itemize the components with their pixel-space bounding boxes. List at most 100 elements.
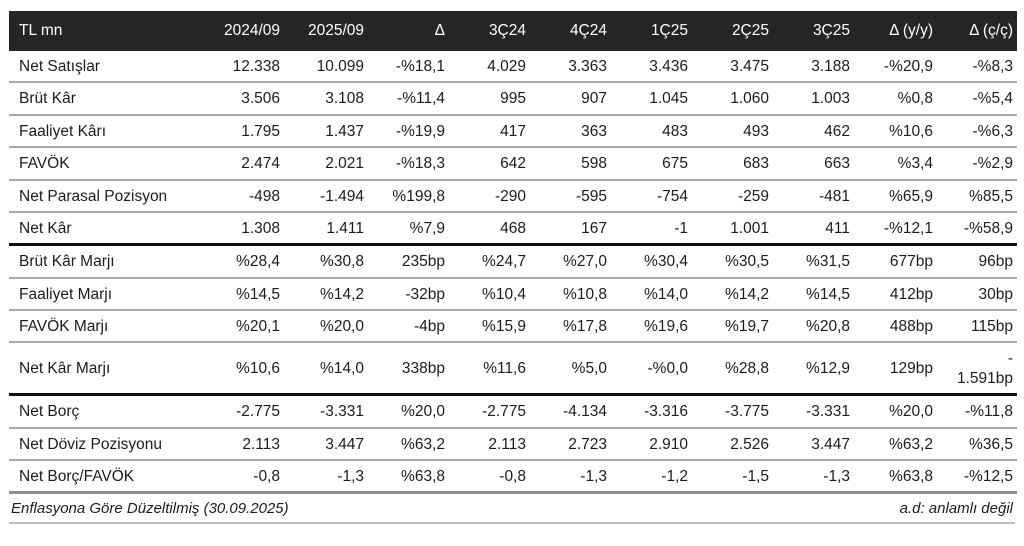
cell: %10,6 — [197, 342, 283, 397]
cell: %14,0 — [610, 277, 691, 312]
cell: %27,0 — [529, 244, 610, 279]
row-label: Brüt Kâr — [9, 82, 197, 116]
cell: -3.331 — [283, 394, 367, 429]
cell: -0,8 — [448, 459, 529, 495]
cell: 2.910 — [610, 427, 691, 461]
table-row: FAVÖK Marjı %20,1 %20,0 -4bp %15,9 %17,8 %19,6… — [9, 310, 1017, 344]
footnote-inflation-adjusted: Enflasyona Göre Düzeltilmiş (30.09.2025) — [11, 500, 289, 518]
cell: %24,7 — [448, 244, 529, 279]
row-label: FAVÖK — [9, 147, 197, 181]
cell: 338bp — [367, 342, 448, 397]
column-header: 2025/09 — [283, 11, 367, 51]
column-header: 4Ç24 — [529, 11, 610, 51]
cell: 2.723 — [529, 427, 610, 461]
cell: 3.475 — [691, 51, 772, 84]
cell: -1,3 — [772, 459, 853, 495]
cell: -3.316 — [610, 394, 691, 429]
cell: %28,4 — [197, 244, 283, 279]
cell: 598 — [529, 147, 610, 181]
cell: -1 — [610, 211, 691, 247]
row-label: Net Kâr — [9, 211, 197, 247]
cell: %14,2 — [691, 277, 772, 312]
cell: 1.001 — [691, 211, 772, 247]
cell: %15,9 — [448, 310, 529, 344]
column-header: 1Ç25 — [610, 11, 691, 51]
table-row: Net Borç -2.775 -3.331 %20,0 -2.775 -4.134 -3.… — [9, 394, 1017, 429]
cell: 1.060 — [691, 82, 772, 116]
cell: -3.775 — [691, 394, 772, 429]
table-row: Faaliyet Marjı %14,5 %14,2 -32bp %10,4 %10,8%… — [9, 277, 1017, 312]
cell: 2.113 — [448, 427, 529, 461]
cell: 30bp — [936, 277, 1017, 312]
cell: 3.447 — [283, 427, 367, 461]
cell: -0,8 — [197, 459, 283, 495]
cell: %85,5 — [936, 179, 1017, 213]
cell: %30,4 — [610, 244, 691, 279]
cell: -%12,1 — [853, 211, 936, 247]
column-header: 2Ç25 — [691, 11, 772, 51]
cell: -%58,9 — [936, 211, 1017, 247]
cell: 10.099 — [283, 51, 367, 84]
cell: -%2,9 — [936, 147, 1017, 181]
cell: -%5,4 — [936, 82, 1017, 116]
cell: %19,7 — [691, 310, 772, 344]
row-label: Brüt Kâr Marjı — [9, 244, 197, 279]
cell: 3.506 — [197, 82, 283, 116]
cell: 3.436 — [610, 51, 691, 84]
cell: 167 — [529, 211, 610, 247]
row-label: Net Kâr Marjı — [9, 342, 197, 397]
cell: -%19,9 — [367, 114, 448, 149]
cell: -4.134 — [529, 394, 610, 429]
cell: %31,5 — [772, 244, 853, 279]
cell: -1,5 — [691, 459, 772, 495]
column-header: Δ — [367, 11, 448, 51]
cell: 677bp — [853, 244, 936, 279]
cell: 2.021 — [283, 147, 367, 181]
row-label: Net Parasal Pozisyon — [9, 179, 197, 213]
cell: -1,3 — [529, 459, 610, 495]
row-label: Faaliyet Kârı — [9, 114, 197, 149]
cell: -290 — [448, 179, 529, 213]
cell: 4.029 — [448, 51, 529, 84]
row-label: Net Borç — [9, 394, 197, 429]
cell: %7,9 — [367, 211, 448, 247]
cell: 1.308 — [197, 211, 283, 247]
cell: 642 — [448, 147, 529, 181]
cell: -259 — [691, 179, 772, 213]
cell: %20,0 — [283, 310, 367, 344]
cell: %20,8 — [772, 310, 853, 344]
cell: -3.331 — [772, 394, 853, 429]
cell: %14,5 — [772, 277, 853, 312]
cell: %10,6 — [853, 114, 936, 149]
cell: 675 — [610, 147, 691, 181]
row-label: Net Borç/FAVÖK — [9, 459, 197, 495]
cell: -%11,8 — [936, 394, 1017, 429]
column-header: Δ (ç/ç) — [936, 11, 1017, 51]
cell: %63,8 — [367, 459, 448, 495]
table-header-row: TL mn 2024/09 2025/09 Δ 3Ç24 4Ç24 1Ç25 2Ç25 3Ç25… — [9, 11, 1017, 51]
cell: 2.474 — [197, 147, 283, 181]
cell: 2.113 — [197, 427, 283, 461]
cell: %20,0 — [367, 394, 448, 429]
cell: -481 — [772, 179, 853, 213]
cell: %20,1 — [197, 310, 283, 344]
cell: %30,8 — [283, 244, 367, 279]
cell: 2.526 — [691, 427, 772, 461]
cell: 363 — [529, 114, 610, 149]
cell: 411 — [772, 211, 853, 247]
cell: - 1.591bp — [936, 342, 1017, 397]
cell: %11,6 — [448, 342, 529, 397]
cell: %14,2 — [283, 277, 367, 312]
cell: -4bp — [367, 310, 448, 344]
cell: %199,8 — [367, 179, 448, 213]
table-row: FAVÖK 2.474 2.021 -%18,3 642 598 675 683 663 %3,4… — [9, 147, 1017, 181]
cell: -595 — [529, 179, 610, 213]
financials-table: TL mn 2024/09 2025/09 Δ 3Ç24 4Ç24 1Ç25 2Ç25 3Ç25… — [9, 11, 1017, 495]
cell: %19,6 — [610, 310, 691, 344]
cell: 1.045 — [610, 82, 691, 116]
table-row: Net Döviz Pozisyonu 2.113 3.447 %63,2 2.113 2… — [9, 427, 1017, 461]
cell: %10,4 — [448, 277, 529, 312]
cell: 663 — [772, 147, 853, 181]
cell: %14,5 — [197, 277, 283, 312]
